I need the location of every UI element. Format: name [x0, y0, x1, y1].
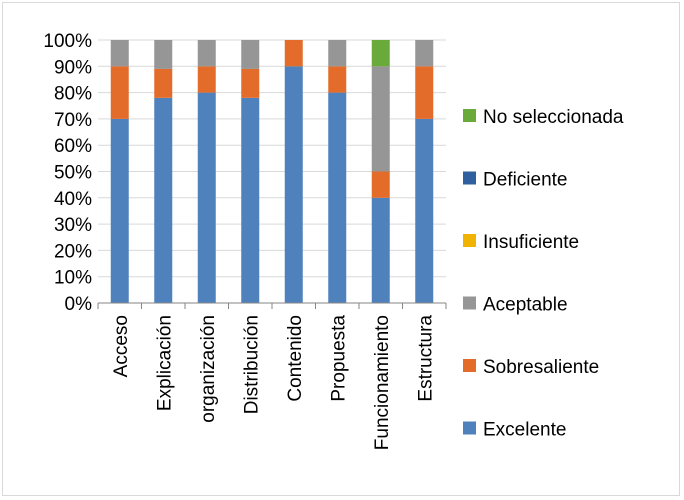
bar-segment-excelente [328, 92, 347, 303]
bar-segment-excelente [241, 97, 260, 303]
y-tick-label: 20% [54, 241, 92, 262]
legend-swatch [463, 171, 476, 185]
y-tick-label: 100% [43, 31, 92, 52]
x-tick-label: Distribución [241, 315, 262, 414]
bar-segment-excelente [415, 118, 434, 304]
bar-segment-sobresaliente [284, 40, 303, 67]
x-tick-label: Propuesta [328, 315, 349, 402]
y-tick-label: 70% [54, 110, 92, 131]
y-tick-label: 0% [65, 294, 93, 315]
y-tick-label: 50% [54, 163, 92, 184]
legend-label: Aceptable [483, 295, 568, 316]
y-tick-labels: 0% 10% 20% 30% 40% 50% 60% 70% 80% 90% 100% [43, 31, 92, 315]
x-tick-labels: Acceso Explicación organización Distribució… [111, 315, 437, 451]
legend-label: No seleccionada [483, 107, 624, 128]
bar-segment-aceptable [328, 40, 347, 67]
legend-swatch [463, 421, 476, 435]
y-tick-label: 40% [54, 189, 92, 210]
x-tick-label: Acceso [111, 315, 132, 377]
bar-segment-no-seleccionada [371, 40, 390, 67]
bar-segment-sobresaliente [241, 68, 260, 98]
bar-segment-aceptable [241, 40, 260, 69]
stacked-bar-chart: 0% 10% 20% 30% 40% 50% 60% 70% 80% 90% 100% Acceso… [43, 31, 624, 451]
bar-segment-excelente [154, 97, 173, 303]
bar-segment-aceptable [154, 40, 173, 69]
legend-label: Sobresaliente [483, 357, 599, 378]
x-tick-label: Estructura [415, 315, 436, 402]
legend-label: Insuficiente [483, 232, 579, 253]
bar-segment-aceptable [415, 40, 434, 67]
x-tick-label: Funcionamiento [372, 315, 393, 450]
bars [110, 40, 434, 304]
legend-label: Deficiente [483, 170, 568, 191]
legend-swatch [463, 234, 476, 247]
bar-segment-excelente [197, 92, 216, 303]
y-tick-label: 60% [54, 136, 92, 157]
bar-segment-excelente [110, 118, 129, 304]
bar-segment-sobresaliente [154, 68, 173, 98]
bar-segment-sobresaliente [110, 66, 129, 119]
x-tick-label: Explicación [154, 315, 175, 411]
bar-segment-excelente [284, 66, 303, 303]
gridlines [98, 39, 446, 304]
y-tick-label: 30% [54, 215, 92, 236]
x-tick-label: organización [198, 315, 219, 423]
bar-segment-sobresaliente [328, 66, 347, 93]
bar-segment-excelente [371, 197, 390, 303]
y-tick-label: 90% [54, 57, 92, 78]
legend-swatch [463, 296, 476, 310]
bar-segment-aceptable [197, 40, 216, 67]
bar-segment-sobresaliente [371, 171, 390, 198]
legend-swatch [463, 359, 476, 372]
legend: No seleccionada Deficiente Insuficiente Ace… [463, 107, 624, 441]
bar-segment-sobresaliente [197, 66, 216, 93]
bar-segment-aceptable [110, 40, 129, 67]
y-tick-label: 10% [54, 268, 92, 289]
axes [97, 302, 447, 309]
bar-segment-aceptable [371, 66, 390, 172]
y-tick-label: 80% [54, 84, 92, 105]
legend-label: Excelente [483, 420, 566, 441]
x-tick-label: Contenido [285, 315, 306, 402]
chart-frame: 0% 10% 20% 30% 40% 50% 60% 70% 80% 90% 100% Acceso… [2, 2, 680, 496]
legend-swatch [463, 109, 476, 122]
bar-segment-sobresaliente [415, 66, 434, 119]
